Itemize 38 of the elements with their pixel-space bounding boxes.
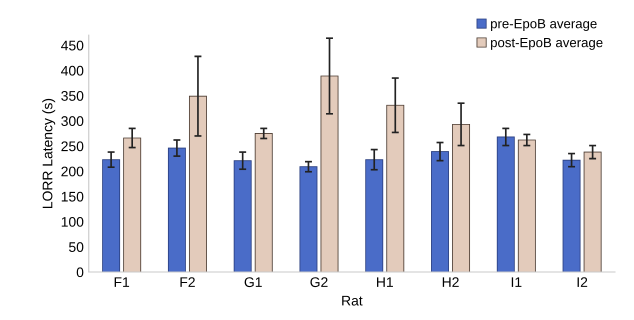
bar [168, 148, 186, 272]
bar [365, 159, 384, 272]
x-axis-title: Rat [342, 296, 363, 306]
y-tick-label: 250 [61, 141, 84, 152]
bar [452, 124, 470, 272]
legend-label: post-EpoB average [491, 38, 603, 50]
bar [584, 152, 602, 272]
bar [234, 160, 252, 272]
bar [431, 151, 449, 272]
y-tick-label: 400 [61, 66, 84, 76]
x-tick-label: F2 [180, 277, 195, 287]
x-tick-label: H2 [442, 277, 459, 287]
x-tick-label: I1 [512, 277, 522, 287]
y-tick-label: 0 [76, 267, 84, 278]
bar [299, 166, 318, 272]
bar [496, 136, 515, 272]
y-tick-label: 200 [61, 166, 84, 176]
y-tick-label: 450 [61, 40, 84, 50]
y-tick-label: 300 [61, 116, 84, 126]
bar [518, 140, 536, 272]
x-tick-label: H1 [377, 277, 393, 287]
legend-label: pre-EpoB average [491, 19, 597, 31]
bar [123, 138, 142, 272]
y-tick-label: 150 [62, 192, 84, 202]
y-tick-label: 350 [61, 90, 84, 101]
y-tick-label: 50 [69, 242, 84, 252]
y-axis-title: LORR Latency (s) [42, 98, 56, 208]
bar [562, 160, 581, 272]
bar [254, 133, 273, 272]
bar [386, 104, 404, 272]
x-tick-label: G2 [310, 277, 328, 288]
x-tick-label: F1 [114, 277, 130, 287]
x-tick-label: I2 [578, 277, 588, 287]
x-tick-label: G1 [244, 277, 262, 288]
bar [102, 159, 120, 272]
bar [188, 96, 207, 272]
bar [320, 76, 338, 272]
y-tick-label: 100 [62, 216, 84, 227]
